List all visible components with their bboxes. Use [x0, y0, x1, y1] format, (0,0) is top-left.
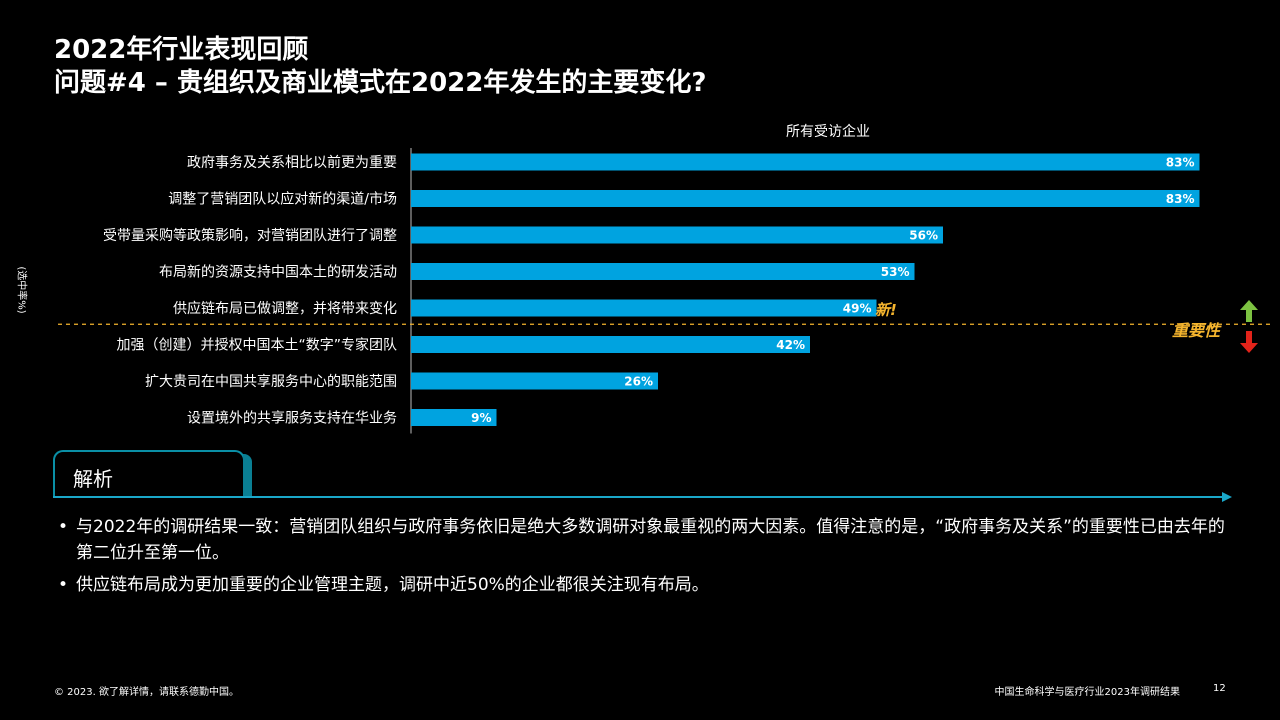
bullet-dot-icon: •: [58, 517, 69, 537]
category-label: 调整了营销团队以应对新的渠道/市场: [168, 191, 397, 208]
bullet-text: 供应链布局成为更加重要的企业管理主题，调研中近50%的企业都很关注现有布局。: [76, 575, 709, 595]
category-label: 供应链布局已做调整，并将带来变化: [173, 300, 397, 317]
footer-report-name: 中国生命科学与医疗行业2023年调研结果: [994, 687, 1180, 698]
bar: [411, 336, 810, 353]
data-label: 83%: [1166, 156, 1195, 170]
category-label: 扩大贵司在中国共享服务中心的职能范围: [145, 373, 397, 390]
analysis-divider: [53, 496, 1225, 498]
title-block: 2022年行业表现回顾 问题#4 – 贵组织及商业模式在2022年发生的主要变化…: [54, 34, 706, 100]
data-label: 42%: [776, 338, 805, 352]
bullet-dot-icon: •: [58, 575, 69, 595]
category-label: 受带量采购等政策影响，对营销团队进行了调整: [103, 227, 397, 244]
bar: [411, 299, 877, 317]
bar: [411, 409, 497, 426]
category-label: 加强（创建）并授权中国本土“数字”专家团队: [116, 337, 397, 354]
category-label: 设置境外的共享服务支持在华业务: [187, 410, 397, 427]
footer-copyright: © 2023. 欲了解详情，请联系德勤中国。: [54, 687, 239, 698]
bar: [411, 372, 658, 390]
page-title: 2022年行业表现回顾: [54, 35, 309, 65]
arrow-up-icon: [1240, 300, 1258, 322]
bullet-item: • 与2022年的调研结果一致：营销团队组织与政府事务依旧是绝大多数调研对象最重…: [58, 514, 1238, 566]
data-label: 83%: [1166, 192, 1195, 206]
bar: [411, 153, 1200, 171]
series-header: 所有受访企业: [786, 123, 870, 140]
page-number: 12: [1213, 683, 1226, 694]
data-label: 56%: [909, 229, 938, 243]
analysis-tab-shadow: [243, 454, 252, 498]
bar: [411, 226, 943, 244]
analysis-bullets: • 与2022年的调研结果一致：营销团队组织与政府事务依旧是绝大多数调研对象最重…: [58, 514, 1238, 604]
data-label: 53%: [881, 265, 910, 279]
new-marker: 新!: [875, 301, 897, 319]
arrow-down-icon: [1240, 331, 1258, 353]
divider-arrowhead-icon: [1222, 492, 1232, 502]
category-label: 布局新的资源支持中国本土的研发活动: [159, 265, 397, 281]
page-subtitle: 问题#4 – 贵组织及商业模式在2022年发生的主要变化?: [54, 68, 707, 98]
category-label: 政府事务及关系相比以前更为重要: [187, 154, 397, 171]
bullet-item: • 供应链布局成为更加重要的企业管理主题，调研中近50%的企业都很关注现有布局。: [58, 572, 1238, 598]
bar: [411, 190, 1200, 207]
data-label: 26%: [624, 375, 653, 389]
bar: [411, 263, 915, 280]
analysis-label: 解析: [73, 467, 113, 491]
data-label: 49%: [843, 302, 872, 316]
bullet-text: 与2022年的调研结果一致：营销团队组织与政府事务依旧是绝大多数调研对象最重视的…: [76, 517, 1225, 563]
data-label: 9%: [471, 411, 491, 425]
importance-label: 重要性: [1172, 321, 1221, 340]
